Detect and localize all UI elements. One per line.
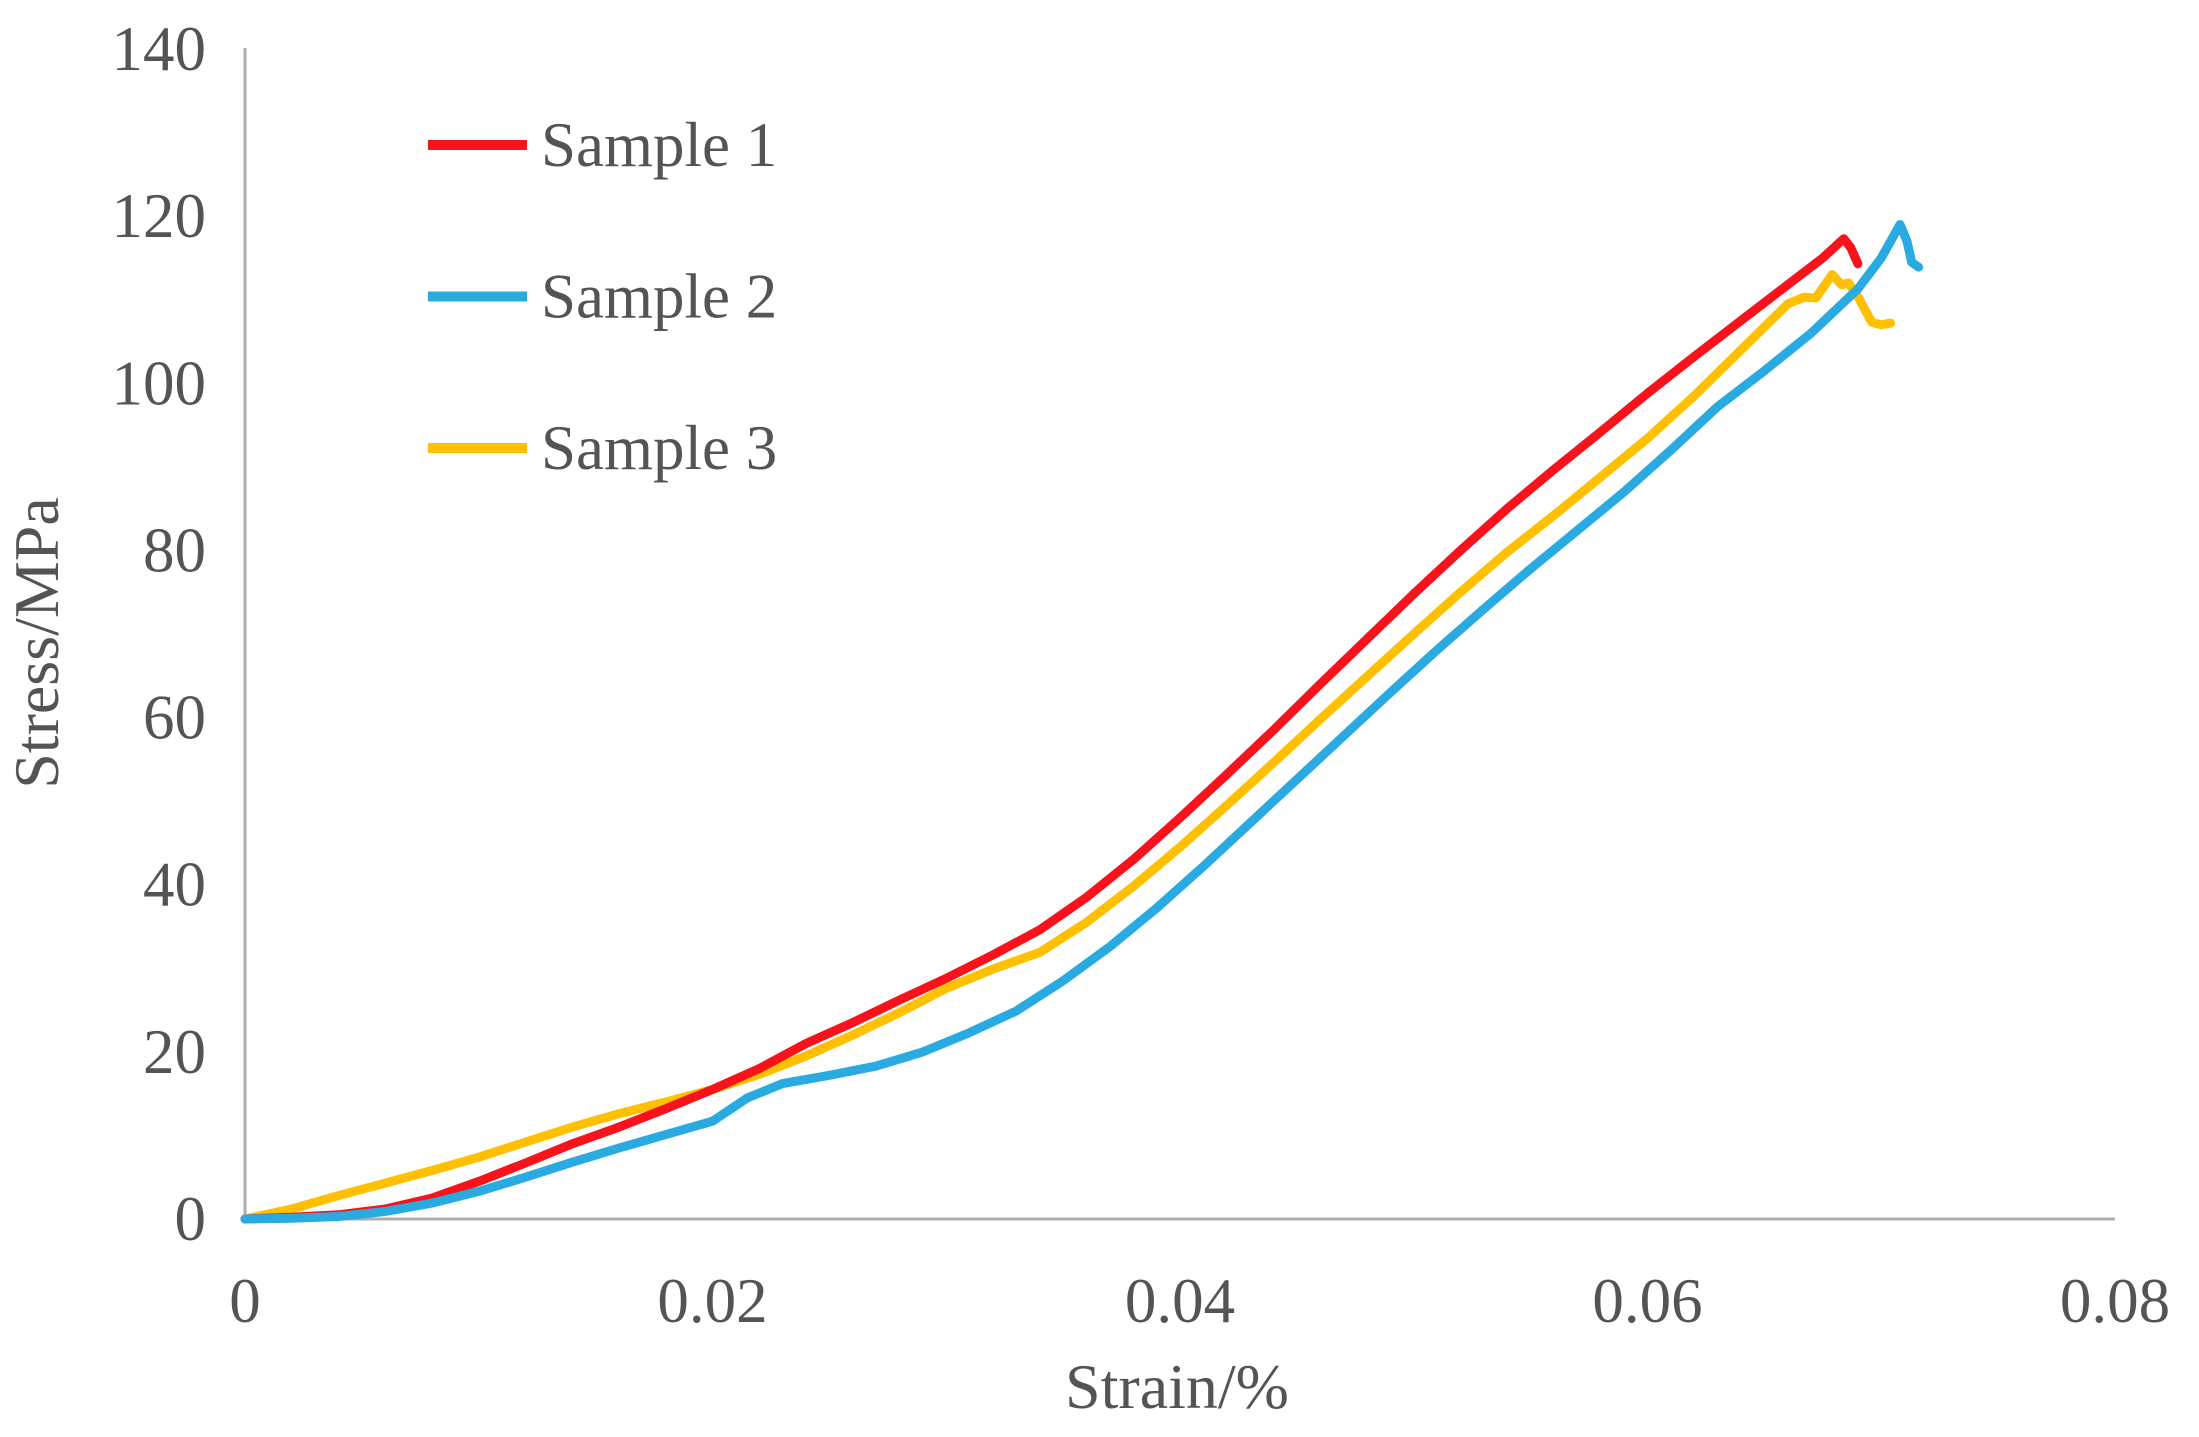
legend: Sample 1 Sample 2 Sample 3 <box>428 110 777 483</box>
x-tick-label: 0 <box>229 1266 261 1336</box>
y-tick-label: 80 <box>143 515 206 585</box>
series-lines <box>240 220 1924 1224</box>
legend-label: Sample 1 <box>541 110 777 180</box>
legend-label: Sample 2 <box>541 262 777 332</box>
series-line-sample-2 <box>240 220 1924 1224</box>
series-line-sample-1 <box>240 234 1863 1224</box>
y-tick-label: 60 <box>143 683 206 753</box>
y-tick-label: 20 <box>143 1017 206 1087</box>
y-axis-title: Stress/MPa <box>1 497 72 789</box>
x-tick-label: 0.04 <box>1125 1266 1235 1336</box>
y-axis-tick-labels: 0 20 40 60 80 100 120 140 <box>112 14 207 1254</box>
x-tick-label: 0.06 <box>1592 1266 1702 1336</box>
y-tick-label: 140 <box>112 14 207 84</box>
legend-item-2: Sample 2 <box>428 262 777 332</box>
x-tick-label: 0.08 <box>2060 1266 2170 1336</box>
y-tick-label: 120 <box>112 181 207 251</box>
x-axis-tick-labels: 0 0.02 0.04 0.06 0.08 <box>229 1266 2170 1336</box>
y-tick-label: 40 <box>143 850 206 920</box>
y-tick-label: 0 <box>175 1184 207 1254</box>
legend-item-3: Sample 3 <box>428 413 777 483</box>
y-tick-label: 100 <box>112 348 207 418</box>
legend-label: Sample 3 <box>541 413 777 483</box>
series-line-sample-3 <box>240 270 1896 1224</box>
legend-item-1: Sample 1 <box>428 110 777 180</box>
x-tick-label: 0.02 <box>657 1266 767 1336</box>
x-axis-title: Strain/% <box>1065 1351 1289 1422</box>
